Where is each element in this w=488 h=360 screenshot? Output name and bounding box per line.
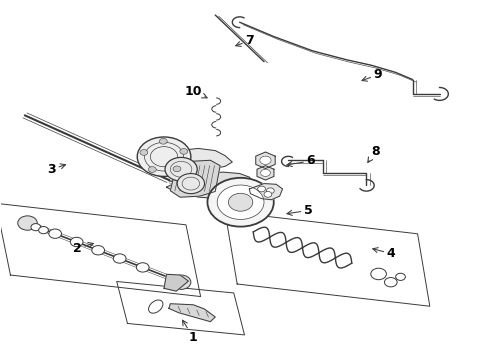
Circle shape [164, 157, 197, 181]
Circle shape [395, 273, 405, 280]
Circle shape [217, 185, 264, 220]
Polygon shape [166, 172, 254, 199]
Circle shape [39, 226, 48, 234]
Text: 8: 8 [367, 145, 379, 162]
Circle shape [180, 149, 187, 154]
Text: 10: 10 [184, 85, 207, 98]
Circle shape [370, 268, 386, 280]
Circle shape [177, 174, 204, 194]
Circle shape [173, 166, 181, 172]
Polygon shape [144, 148, 232, 171]
Circle shape [140, 149, 147, 155]
Text: 2: 2 [73, 242, 93, 255]
Circle shape [384, 278, 396, 287]
Circle shape [18, 216, 37, 230]
Circle shape [113, 254, 126, 263]
Text: 7: 7 [235, 34, 253, 48]
Text: 3: 3 [47, 163, 65, 176]
Polygon shape [224, 212, 429, 306]
Circle shape [49, 229, 61, 238]
Polygon shape [168, 304, 215, 321]
Text: 5: 5 [286, 204, 312, 217]
Circle shape [228, 193, 252, 211]
Circle shape [92, 246, 104, 255]
Polygon shape [163, 274, 188, 291]
Circle shape [170, 161, 191, 177]
Circle shape [137, 137, 190, 176]
Circle shape [207, 178, 273, 226]
Circle shape [259, 156, 270, 165]
Circle shape [257, 186, 265, 192]
Circle shape [266, 188, 274, 194]
Circle shape [264, 192, 271, 197]
Polygon shape [249, 184, 282, 200]
Circle shape [260, 169, 270, 176]
Circle shape [171, 275, 190, 289]
Circle shape [31, 224, 41, 231]
Polygon shape [255, 152, 275, 168]
Polygon shape [0, 203, 200, 297]
Polygon shape [170, 160, 220, 197]
Ellipse shape [148, 300, 163, 313]
Circle shape [182, 177, 199, 190]
Circle shape [148, 167, 156, 172]
Circle shape [70, 237, 83, 247]
Text: 9: 9 [361, 68, 381, 81]
Text: 6: 6 [286, 154, 314, 167]
Circle shape [136, 263, 149, 272]
Text: 1: 1 [182, 320, 197, 343]
Circle shape [159, 138, 167, 144]
Text: 4: 4 [372, 247, 394, 260]
Polygon shape [117, 282, 244, 335]
Polygon shape [257, 166, 273, 180]
